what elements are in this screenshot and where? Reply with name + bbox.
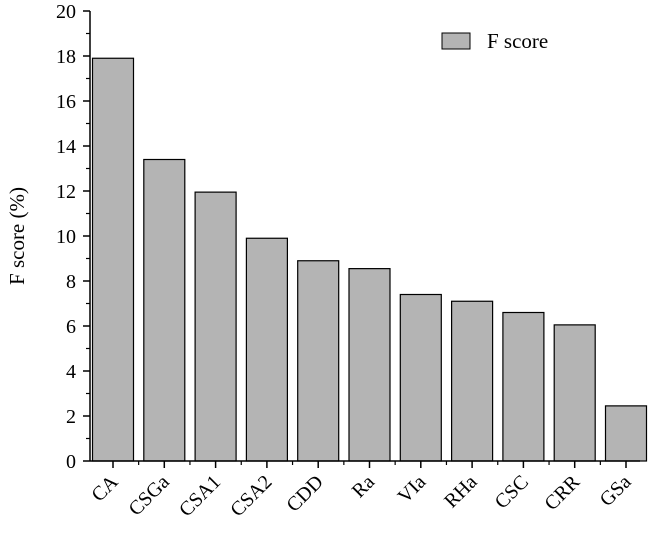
y-tick-label: 6 — [66, 316, 76, 338]
bar-rha — [451, 300, 494, 462]
bar-csa1 — [194, 191, 237, 462]
y-tick-label: 12 — [56, 181, 76, 203]
y-tick-label: 18 — [56, 46, 76, 68]
bar-crr — [553, 324, 596, 462]
legend-label: F score — [487, 29, 548, 53]
y-tick-label: 16 — [56, 91, 76, 113]
x-tick-label: GSa — [596, 471, 636, 511]
x-tick-label: CSA1 — [175, 471, 225, 521]
x-tick-label: CSA2 — [226, 471, 276, 521]
bars — [91, 57, 648, 462]
legend-swatch — [441, 32, 471, 50]
y-tick-label: 2 — [66, 406, 76, 428]
legend: F score — [441, 29, 548, 53]
x-tick-label: CSGa — [124, 471, 173, 520]
y-tick-label: 14 — [56, 136, 76, 158]
x-tick-label: CDD — [282, 471, 327, 516]
bar-gsa — [604, 405, 648, 462]
x-tick-label: CA — [87, 471, 123, 507]
y-axis-title: F score (%) — [5, 187, 29, 285]
y-tick-label: 8 — [66, 271, 76, 293]
y-tick-label: 10 — [56, 226, 76, 248]
x-tick-label: CRR — [540, 471, 584, 515]
x-tick-label: CSC — [491, 471, 533, 513]
bar-csa2 — [245, 237, 288, 462]
x-tick-label: VIa — [394, 471, 431, 508]
bar-ra — [348, 268, 391, 462]
bar-ca — [91, 57, 135, 462]
y-tick-label: 20 — [56, 1, 76, 23]
x-tick-label: Ra — [348, 471, 379, 502]
y-tick-label: 4 — [66, 361, 76, 383]
x-axis-ticks: CA CSGa CSA1 CSA2 CDD Ra VIa RHa CSC CRR GSa — [87, 461, 636, 521]
bar-via — [399, 293, 442, 462]
bar-csc — [502, 311, 545, 462]
bar-cdd — [297, 260, 340, 462]
bar-csga — [143, 158, 186, 462]
y-axis-ticks: 0 2 4 6 8 10 12 14 16 18 20 — [56, 1, 90, 473]
x-tick-label: RHa — [440, 471, 482, 513]
y-tick-label: 0 — [66, 451, 76, 473]
